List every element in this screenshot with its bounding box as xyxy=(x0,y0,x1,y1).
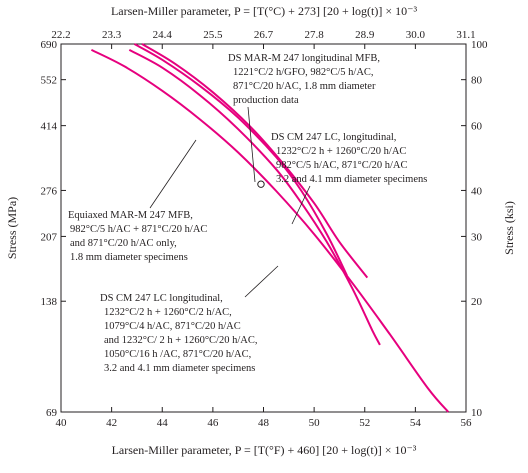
annotation-line: 1221°C/2 h/GFO, 982°C/5 h/AC, xyxy=(233,67,374,78)
left-tick-label: 207 xyxy=(41,231,58,243)
top-tick-label: 31.1 xyxy=(456,29,475,41)
top-tick-label: 26.7 xyxy=(254,29,274,41)
annotation-line: 1232°C/2 h + 1260°C/2 h/AC, xyxy=(104,307,232,318)
left-tick-label: 690 xyxy=(41,39,58,51)
annotation-line: 1.8 mm diameter specimens xyxy=(70,252,188,263)
right-tick-label: 20 xyxy=(471,296,483,308)
top-tick-label: 23.3 xyxy=(102,29,122,41)
series-line-4 xyxy=(141,43,369,279)
annotation-line: DS MAR-M 247 longitudinal MFB, xyxy=(228,53,380,64)
right-tick-label: 30 xyxy=(471,231,483,243)
right-tick-label: 40 xyxy=(471,185,483,197)
top-tick-label: 30.0 xyxy=(406,29,426,41)
series-line-1 xyxy=(90,49,450,413)
leader-line xyxy=(291,185,311,225)
left-tick-label: 552 xyxy=(41,75,58,87)
right-axis-title: Stress (ksi) xyxy=(502,201,516,255)
annotation-line: 1050°C/16 h /AC, 871°C/20 h/AC, xyxy=(104,349,251,360)
left-tick-label: 69 xyxy=(46,407,58,419)
annotation-line: 3.2 and 4.1 mm diameter specimens xyxy=(104,363,255,374)
annotation-line: and 1232°C/ 2 h + 1260°C/20 h/AC, xyxy=(104,335,257,346)
annotation-line: production data xyxy=(233,95,299,106)
bottom-tick-label: 46 xyxy=(207,417,219,429)
bottom-tick-label: 52 xyxy=(359,417,370,429)
bottom-tick-label: 56 xyxy=(461,417,473,429)
annotation-line: 982°C/5 h/AC + 871°C/20 h/AC xyxy=(70,224,207,235)
top-tick-label: 24.4 xyxy=(153,29,173,41)
annotation-line: and 871°C/20 h/AC only, xyxy=(70,238,177,249)
bottom-axis-title: Larsen-Miller parameter, P = [T(°F) + 46… xyxy=(112,443,417,457)
annotation-line: 1232°C/2 h + 1260°C/20 h/AC xyxy=(276,146,406,157)
series-line-3 xyxy=(133,43,348,277)
bottom-tick-label: 40 xyxy=(56,417,68,429)
annotation-line: 871°C/20 h/AC, 1.8 mm diameter xyxy=(233,81,376,92)
annotation-ds-mar-m-247: DS MAR-M 247 longitudinal MFB, 1221°C/2 … xyxy=(228,53,380,106)
top-axis-title: Larsen-Miller parameter, P = [T(°C) + 27… xyxy=(111,4,418,18)
right-tick-label: 80 xyxy=(471,75,483,87)
leader-lines xyxy=(149,106,311,298)
bottom-tick-label: 50 xyxy=(309,417,321,429)
marker-layer xyxy=(257,180,265,188)
left-tick-label: 414 xyxy=(41,121,58,133)
leader-line xyxy=(149,139,197,209)
left-tick-label: 276 xyxy=(41,185,58,197)
right-tick-label: 100 xyxy=(471,39,488,51)
top-tick-label: 28.9 xyxy=(355,29,375,41)
right-tick-label: 60 xyxy=(471,121,483,133)
annotation-ds-cm-247-lc-lower: DS CM 247 LC longitudinal, 1232°C/2 h + … xyxy=(100,293,257,374)
leader-line xyxy=(247,106,256,183)
series-line-2 xyxy=(128,49,381,346)
left-tick-label: 138 xyxy=(41,296,58,308)
annotation-line: DS CM 247 LC longitudinal, xyxy=(100,293,223,304)
annotation-ds-cm-247-lc-upper: DS CM 247 LC, longitudinal, 1232°C/2 h +… xyxy=(271,132,427,185)
axis-ticks: 40 42 44 46 48 50 52 54 56 22.2 23.3 24.4 25.5 26.7 27… xyxy=(41,29,489,429)
annotation-line: 982°C/5 h/AC, 871°C/20 h/AC xyxy=(276,160,408,171)
top-tick-label: 27.8 xyxy=(305,29,325,41)
bottom-tick-label: 54 xyxy=(410,417,422,429)
annotation-line: Equiaxed MAR-M 247 MFB, xyxy=(68,210,193,221)
bottom-tick-label: 48 xyxy=(258,417,270,429)
annotation-line: 1079°C/4 h/AC, 871°C/20 h/AC xyxy=(104,321,241,332)
leader-line xyxy=(244,265,279,298)
stress-curves xyxy=(90,43,450,413)
bottom-tick-label: 44 xyxy=(157,417,169,429)
top-tick-label: 25.5 xyxy=(203,29,223,41)
annotation-line: DS CM 247 LC, longitudinal, xyxy=(271,132,396,143)
right-tick-label: 10 xyxy=(471,407,483,419)
annotation-equiaxed-mar-m-247: Equiaxed MAR-M 247 MFB, 982°C/5 h/AC + 8… xyxy=(68,210,207,263)
bottom-tick-label: 42 xyxy=(106,417,117,429)
annotation-line: 3.2 and 4.1 mm diameter specimens xyxy=(276,174,427,185)
top-tick-label: 22.2 xyxy=(51,29,70,41)
data-point-marker xyxy=(257,180,265,188)
left-axis-title: Stress (MPa) xyxy=(5,197,19,259)
